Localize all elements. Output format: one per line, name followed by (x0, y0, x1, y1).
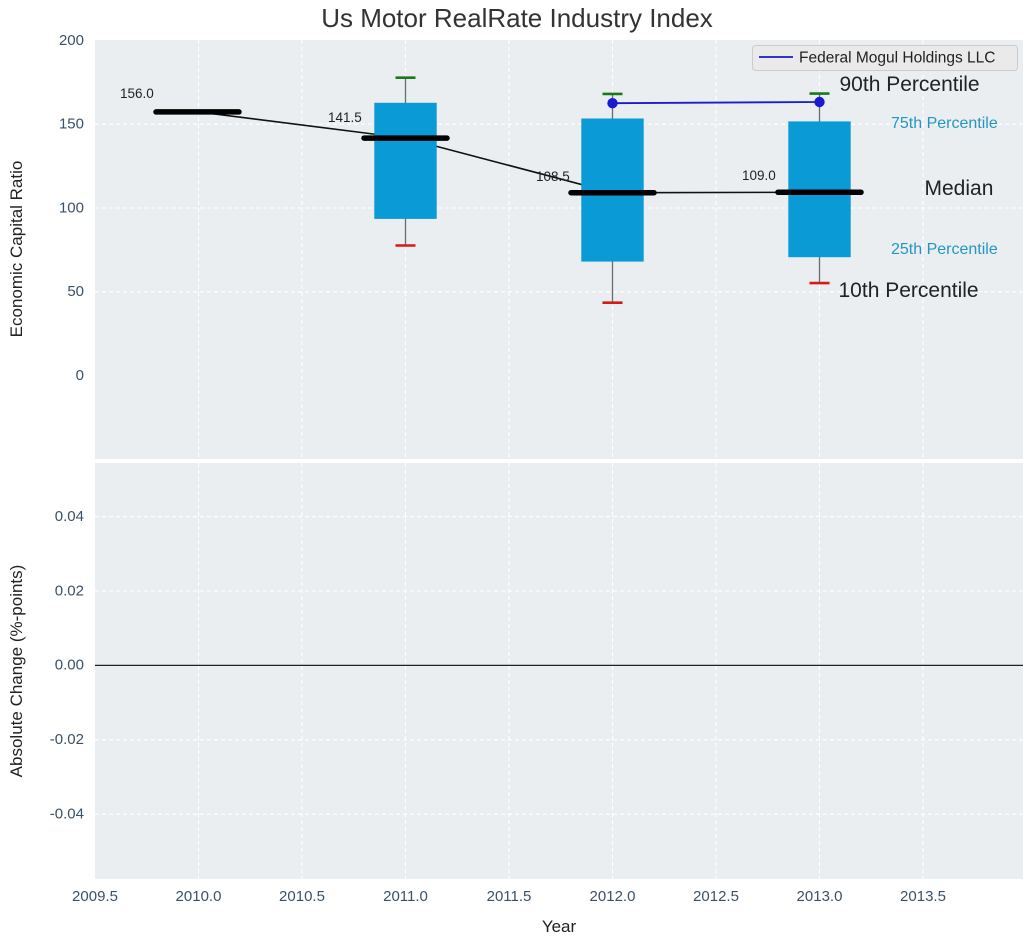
svg-text:Year: Year (542, 917, 577, 936)
svg-text:75th Percentile: 75th Percentile (891, 115, 998, 132)
svg-text:2010.5: 2010.5 (279, 888, 325, 905)
svg-text:90th Percentile: 90th Percentile (840, 73, 980, 96)
svg-text:2013.5: 2013.5 (900, 888, 946, 905)
svg-text:2013.0: 2013.0 (797, 888, 843, 905)
svg-text:2012.5: 2012.5 (693, 888, 739, 905)
svg-text:2010.0: 2010.0 (176, 888, 222, 905)
svg-text:0: 0 (76, 367, 84, 384)
svg-text:-0.04: -0.04 (50, 806, 84, 823)
svg-text:2011.5: 2011.5 (487, 888, 532, 905)
svg-text:2011.0: 2011.0 (383, 888, 428, 905)
svg-text:Federal Mogul Holdings LLC: Federal Mogul Holdings LLC (799, 50, 995, 67)
svg-text:Absolute Change (%-points): Absolute Change (%-points) (7, 565, 26, 778)
svg-text:10th Percentile: 10th Percentile (839, 279, 979, 302)
svg-text:25th Percentile: 25th Percentile (891, 241, 998, 258)
svg-text:Economic Capital Ratio: Economic Capital Ratio (7, 161, 26, 338)
svg-text:Us Motor RealRate Industry Ind: Us Motor RealRate Industry Index (321, 3, 713, 33)
svg-text:150: 150 (59, 116, 84, 133)
svg-text:0.00: 0.00 (55, 657, 84, 674)
svg-text:-0.02: -0.02 (50, 731, 84, 748)
svg-text:2009.5: 2009.5 (72, 888, 118, 905)
svg-text:200: 200 (59, 32, 84, 49)
svg-text:109.0: 109.0 (742, 168, 776, 183)
svg-text:Median: Median (925, 177, 994, 200)
svg-text:108.5: 108.5 (536, 169, 570, 184)
svg-text:141.5: 141.5 (328, 110, 362, 125)
svg-text:100: 100 (59, 199, 84, 216)
svg-text:0.02: 0.02 (55, 582, 84, 599)
svg-text:156.0: 156.0 (120, 86, 154, 101)
svg-text:2012.0: 2012.0 (590, 888, 636, 905)
svg-text:0.04: 0.04 (55, 508, 84, 525)
svg-text:50: 50 (67, 283, 84, 300)
